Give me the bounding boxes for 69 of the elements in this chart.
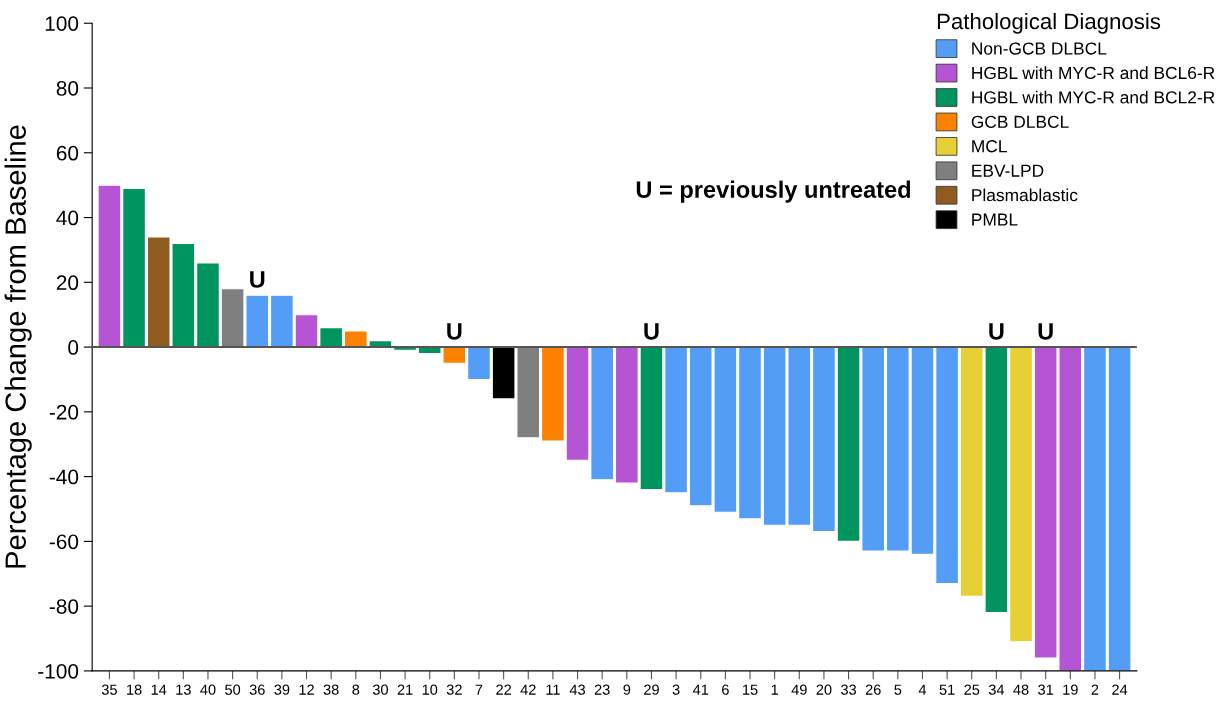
x-tick-label: 24 <box>1112 684 1128 695</box>
x-tick-label: 6 <box>722 684 729 695</box>
legend-label: HGBL with MYC-R and BCL6-R <box>972 66 1215 80</box>
x-tick-label: 39 <box>274 684 290 695</box>
annotation: U = previously untreated <box>636 180 911 203</box>
x-tick-label: 15 <box>743 684 758 695</box>
y-tick-label: 0 <box>68 340 79 355</box>
x-tick-label: 2 <box>1091 684 1099 695</box>
x-tick-label: 43 <box>569 684 586 695</box>
x-tick-label: 22 <box>496 684 512 695</box>
x-tick-label: 21 <box>397 684 413 695</box>
x-tick-label: 42 <box>520 684 536 695</box>
legend-label: Plasmablastic <box>972 188 1078 202</box>
x-tick-label: 31 <box>1038 684 1054 695</box>
legend-label: HGBL with MYC-R and BCL2-R <box>972 90 1215 104</box>
x-tick-label: 32 <box>446 684 462 695</box>
x-tick-label: 34 <box>988 684 1005 695</box>
legend-label: GCB DLBCL <box>971 115 1069 128</box>
x-tick-label: 8 <box>352 684 360 695</box>
x-tick-label: 3 <box>672 684 680 695</box>
y-axis-title: Percentage Change from Baseline <box>4 125 32 568</box>
x-tick-label: 40 <box>200 684 216 695</box>
x-tick-label: 50 <box>225 684 241 695</box>
annotation: U <box>989 323 1004 340</box>
x-tick-label: 30 <box>372 684 388 695</box>
x-tick-label: 20 <box>816 684 832 695</box>
y-tick-label: -40 <box>49 469 79 485</box>
legend-title: Pathological Diagnosis <box>937 12 1161 34</box>
x-tick-label: 35 <box>101 684 117 695</box>
x-tick-label: 51 <box>939 684 955 695</box>
legend-label: EBV-LPD <box>972 164 1044 177</box>
x-tick-label: 26 <box>865 684 881 695</box>
x-tick-label: 18 <box>127 684 142 695</box>
x-tick-label: 25 <box>964 684 980 695</box>
x-tick-label: 5 <box>894 684 902 695</box>
y-tick-label: -80 <box>49 599 79 614</box>
annotation: U <box>447 323 462 340</box>
y-tick-label: -20 <box>49 404 79 420</box>
y-tick-label: 80 <box>56 81 79 96</box>
x-tick-label: 33 <box>841 684 857 695</box>
x-tick-label: 11 <box>546 684 560 695</box>
x-tick-label: 12 <box>299 684 314 695</box>
x-tick-label: 7 <box>475 684 483 695</box>
x-tick-label: 13 <box>176 684 191 695</box>
annotation: U <box>644 323 659 340</box>
annotation: U <box>1038 323 1053 340</box>
y-tick-label: 40 <box>56 210 79 226</box>
x-tick-label: 10 <box>422 684 438 695</box>
y-tick-label: -100 <box>38 663 79 679</box>
x-tick-label: 19 <box>1063 684 1078 695</box>
x-tick-label: 36 <box>249 684 265 695</box>
y-tick-label: 100 <box>45 16 79 31</box>
legend-label: PMBL <box>972 213 1018 226</box>
x-tick-label: 48 <box>1013 684 1029 695</box>
x-tick-label: 14 <box>151 684 167 695</box>
x-tick-label: 41 <box>692 684 709 695</box>
legend-label: Non-GCB DLBCL <box>972 42 1107 55</box>
y-tick-label: -60 <box>49 534 79 550</box>
x-tick-label: 38 <box>323 684 339 695</box>
legend-label: MCL <box>972 140 1007 153</box>
x-tick-label: 4 <box>918 684 927 695</box>
y-tick-label: 60 <box>56 145 79 161</box>
x-tick-label: 29 <box>644 684 659 695</box>
x-tick-label: 49 <box>791 684 807 695</box>
annotation: U <box>250 271 265 288</box>
y-tick-label: 20 <box>56 275 79 291</box>
x-tick-label: 1 <box>771 684 778 695</box>
x-tick-label: 23 <box>594 684 610 695</box>
x-tick-label: 9 <box>623 684 631 695</box>
